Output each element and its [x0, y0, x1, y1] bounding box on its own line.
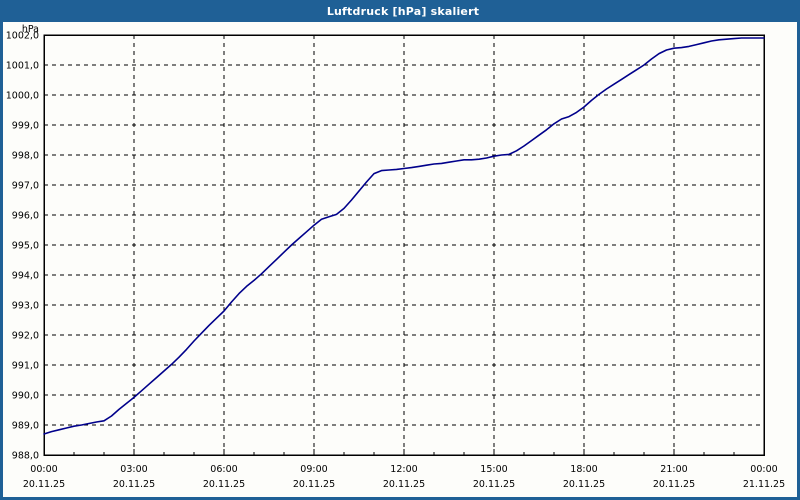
y-tick-label: 992,0 — [12, 330, 39, 341]
y-tick-label: 997,0 — [12, 180, 39, 191]
y-axis-unit-label: hPa — [22, 24, 39, 35]
x-tick-date-label: 20.11.25 — [563, 479, 605, 490]
x-tick-time-label: 00:00 — [750, 464, 777, 475]
y-tick-label: 993,0 — [12, 300, 39, 311]
y-tick-label: 991,0 — [12, 360, 39, 371]
pressure-line-chart: 1002,0 1001,0 1000,0 999,0 998,0 997,0 996,0 99… — [6, 24, 785, 490]
x-tick-date-label: 20.11.25 — [473, 479, 515, 490]
gridlines — [44, 34, 764, 455]
x-tick-time-label: 15:00 — [480, 464, 507, 475]
chart-panel: 1002,0 1001,0 1000,0 999,0 998,0 997,0 996,0 99… — [3, 22, 797, 497]
x-tick-date-label: 20.11.25 — [293, 479, 335, 490]
y-tick-label: 996,0 — [12, 210, 39, 221]
y-tick-label: 994,0 — [12, 270, 39, 281]
pressure-series — [43, 37, 765, 435]
x-tick-time-label: 03:00 — [120, 464, 147, 475]
window-title: Luftdruck [hPa] skaliert — [326, 4, 480, 18]
x-tick-date-label: 20.11.25 — [653, 479, 695, 490]
x-tick-date-label: 20.11.25 — [383, 479, 425, 490]
x-tick-time-label: 18:00 — [570, 464, 597, 475]
y-tick-label: 998,0 — [12, 150, 39, 161]
y-axis-unit-text: hPa — [22, 24, 39, 35]
y-tick-label: 999,0 — [12, 120, 39, 131]
x-tick-time-label: 09:00 — [300, 464, 327, 475]
window-title-bar: Luftdruck [hPa] skaliert — [3, 0, 797, 22]
x-tick-time-label: 12:00 — [390, 464, 417, 475]
y-tick-label: 1000,0 — [6, 90, 39, 101]
y-tick-label: 990,0 — [12, 390, 39, 401]
x-tick-time-label: 06:00 — [210, 464, 237, 475]
y-tick-label: 1002,0 — [6, 30, 39, 41]
x-tick-time-label: 00:00 — [30, 464, 57, 475]
axis-ticks — [43, 34, 765, 456]
axis-labels: 1002,0 1001,0 1000,0 999,0 998,0 997,0 996,0 99… — [6, 30, 785, 490]
x-tick-date-label: 20.11.25 — [23, 479, 65, 490]
y-tick-label: 1001,0 — [6, 60, 39, 71]
x-tick-date-label: 21.11.25 — [743, 479, 785, 490]
y-tick-label: 989,0 — [12, 420, 39, 431]
x-tick-date-label: 20.11.25 — [203, 479, 245, 490]
y-tick-label: 988,0 — [12, 450, 39, 461]
y-tick-label: 995,0 — [12, 240, 39, 251]
x-tick-date-label: 20.11.25 — [113, 479, 155, 490]
x-tick-time-label: 21:00 — [660, 464, 687, 475]
